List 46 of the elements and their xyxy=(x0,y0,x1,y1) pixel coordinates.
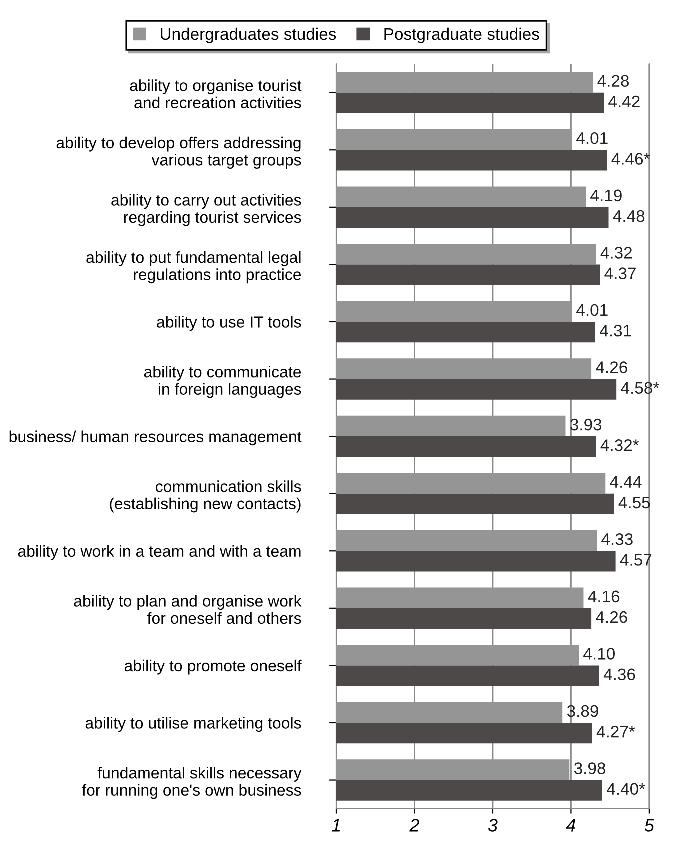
x-tick-label: 3 xyxy=(488,819,498,832)
data-label: 4.40* xyxy=(607,783,646,796)
data-label: 4.10 xyxy=(584,648,615,660)
data-label: 4.33 xyxy=(602,533,633,546)
y-tick-label: business/ human resources management xyxy=(10,430,302,446)
data-label: 4.37 xyxy=(604,268,636,280)
data-label: 4.42 xyxy=(608,96,640,108)
y-tick-label: ability to organise tourist and recreation activities xyxy=(130,80,302,109)
data-label: 4.26 xyxy=(596,362,628,374)
y-tick-label: ability to use IT tools xyxy=(157,316,302,332)
data-label: 4.16 xyxy=(588,590,620,603)
legend-label: Postgraduate studies xyxy=(384,28,540,44)
data-label: 4.26 xyxy=(596,611,628,624)
data-label: 4.28 xyxy=(598,75,629,88)
data-label: 3.98 xyxy=(574,762,606,774)
x-tick-label: 2 xyxy=(410,819,420,832)
data-label: 4.32* xyxy=(600,440,640,452)
data-label: 4.19 xyxy=(590,190,622,202)
y-tick-label: fundamental skills necessary for running one's own business xyxy=(82,767,302,800)
y-tick-label: ability to work in a team and with a team xyxy=(18,545,301,560)
data-label: 4.27* xyxy=(596,726,636,738)
data-label: 4.57 xyxy=(620,554,652,566)
data-label: 4.32 xyxy=(600,247,632,259)
y-tick-label: ability to develop offers addressing various target groups xyxy=(56,136,302,169)
data-label: 4.46* xyxy=(612,153,650,165)
data-label: 3.89 xyxy=(567,705,598,718)
x-tick-label: 5 xyxy=(644,819,655,832)
data-label: 4.44 xyxy=(610,476,642,488)
data-label: 4.58* xyxy=(621,382,660,394)
x-tick-label: 1 xyxy=(332,819,340,832)
data-label: 4.55 xyxy=(618,497,650,509)
data-label: 4.01 xyxy=(576,304,608,316)
data-label: 4.48 xyxy=(613,210,645,222)
data-label: 4.36 xyxy=(604,668,636,680)
x-tick-label: 4 xyxy=(566,819,576,832)
y-tick-label: ability to put fundamental legal regulations into practice xyxy=(86,251,302,284)
y-tick-label: ability to carry out activities regarding tourist services xyxy=(112,194,302,226)
data-label: 3.93 xyxy=(570,418,602,431)
y-tick-label: ability to promote oneself xyxy=(124,660,302,675)
y-tick-label: communication skills (establishing new contacts) xyxy=(110,480,302,513)
legend-label: Undergraduates studies xyxy=(161,28,336,44)
data-label: 4.31 xyxy=(600,324,632,337)
y-tick-label: ability to communicate in foreign languages xyxy=(144,366,302,398)
y-tick-label: ability to utilise marketing tools xyxy=(86,717,302,732)
y-tick-label: ability to plan and organise work for oneself and others xyxy=(74,595,302,624)
data-label: 4.01 xyxy=(576,132,608,144)
